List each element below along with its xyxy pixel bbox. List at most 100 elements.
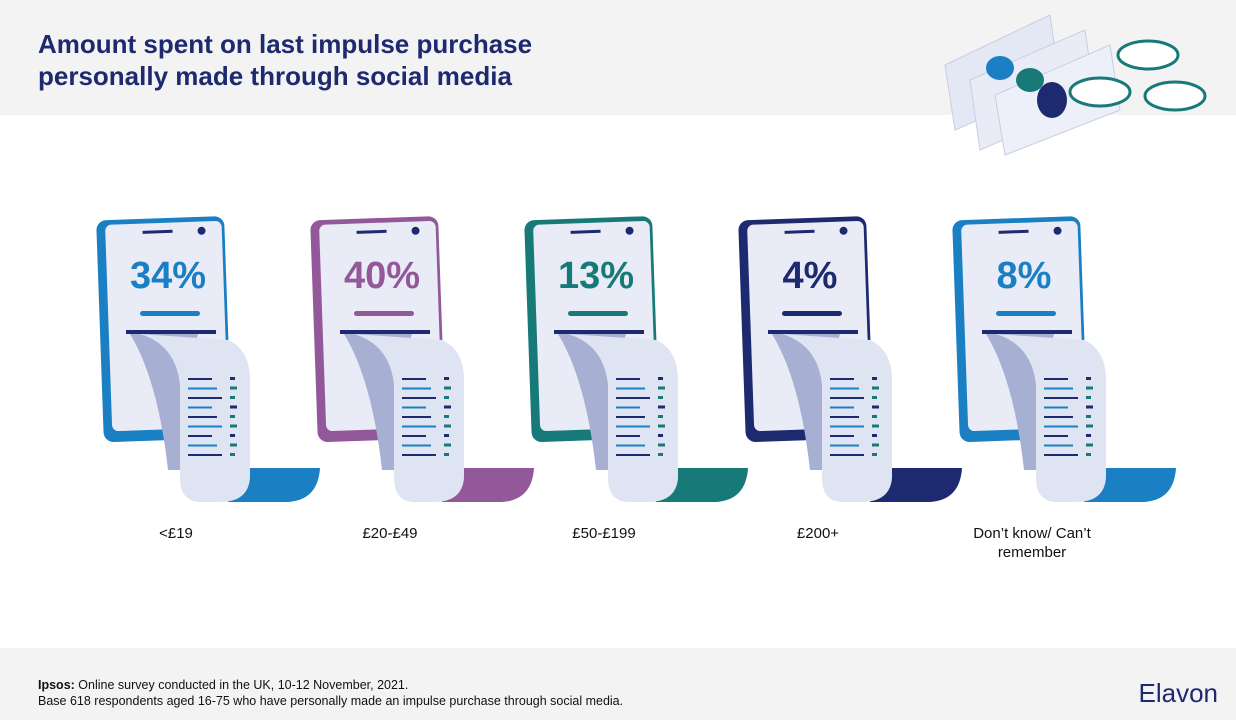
receipt-price: [872, 415, 877, 418]
slot: [126, 330, 216, 334]
receipt-price: [658, 386, 665, 390]
receipt-price: [1086, 434, 1091, 437]
receipt-line: [616, 454, 650, 456]
receipt-line: [830, 435, 854, 437]
underline: [354, 311, 414, 316]
receipt-price: [872, 396, 877, 399]
receipt-line: [402, 378, 426, 380]
footer-band: [0, 648, 1236, 720]
receipt-price: [230, 424, 237, 428]
receipt-price: [658, 396, 663, 399]
receipt-line: [402, 425, 436, 428]
receipt-line: [1044, 444, 1073, 447]
receipt-price: [230, 377, 235, 380]
receipt-line: [616, 378, 640, 380]
underline: [996, 311, 1056, 316]
receipt-price: [1086, 443, 1093, 447]
receipt-price: [872, 453, 877, 456]
category-label: Don’t know/ Can’t remember: [973, 525, 1091, 561]
receipt-price: [872, 405, 879, 409]
receipt-line: [402, 444, 431, 447]
receipt-line: [1044, 378, 1068, 380]
receipt-line: [1044, 406, 1068, 409]
receipt-price: [658, 377, 663, 380]
receipt-line: [402, 397, 436, 399]
category-label: £200+: [796, 525, 840, 542]
receipt-line: [616, 397, 650, 399]
receipt-line: [188, 435, 212, 437]
receipt-price: [230, 396, 235, 399]
receipt-price: [230, 405, 237, 409]
underline: [568, 311, 628, 316]
source-line: Ipsos: Online survey conducted in the UK…: [38, 678, 408, 692]
receipt-line: [1044, 387, 1073, 390]
receipt-line: [188, 406, 212, 409]
receipt-price: [444, 415, 449, 418]
receipt-line: [830, 387, 859, 390]
receipt-price: [658, 434, 663, 437]
receipt-line: [1044, 435, 1068, 437]
value-label: 40%: [344, 255, 420, 297]
receipt-line: [188, 454, 222, 456]
value-label: 13%: [558, 255, 634, 297]
logo: Elavon: [1138, 678, 1219, 708]
underline: [782, 311, 842, 316]
camera: [625, 226, 634, 235]
receipt-price: [444, 405, 451, 409]
category-label: <£19: [159, 525, 193, 542]
receipt-line: [188, 397, 222, 399]
speaker: [570, 229, 601, 234]
base-note: Base 618 respondents aged 16-75 who have…: [38, 694, 624, 708]
underline: [140, 311, 200, 316]
speaker: [784, 229, 815, 234]
chart-title: Amount spent on last impulse purchase pe…: [38, 29, 533, 91]
receipt-line: [830, 454, 864, 456]
receipt-price: [230, 415, 235, 418]
receipt-price: [230, 443, 237, 447]
slot: [554, 330, 644, 334]
receipt-price: [1086, 396, 1091, 399]
receipt-price: [444, 453, 449, 456]
speaker: [356, 229, 387, 234]
value-label: 4%: [783, 255, 838, 297]
receipt-line: [616, 406, 640, 409]
receipt-line: [188, 444, 217, 447]
receipt-price: [444, 424, 451, 428]
receipt-price: [658, 424, 665, 428]
receipt-price: [658, 405, 665, 409]
camera: [197, 226, 206, 235]
receipt-line: [188, 378, 212, 380]
receipt-line: [1044, 454, 1078, 456]
camera: [839, 226, 848, 235]
receipt-line: [402, 435, 426, 437]
category-label: £20-£49: [362, 525, 418, 542]
receipt-price: [872, 443, 879, 447]
receipt-line: [616, 444, 645, 447]
receipt-price: [230, 453, 235, 456]
receipt-price: [444, 434, 449, 437]
receipt-price: [1086, 453, 1091, 456]
receipt-line: [616, 416, 645, 418]
receipt-line: [616, 425, 650, 428]
receipt-price: [1086, 377, 1091, 380]
receipt-price: [444, 377, 449, 380]
receipt-price: [872, 434, 877, 437]
camera: [1053, 226, 1062, 235]
receipt-line: [188, 387, 217, 390]
receipt-line: [830, 425, 864, 428]
slot: [340, 330, 430, 334]
receipt-price: [658, 415, 663, 418]
receipt-line: [616, 387, 645, 390]
receipt-price: [1086, 424, 1093, 428]
receipt-line: [1044, 397, 1078, 399]
slot: [982, 330, 1072, 334]
slot: [768, 330, 858, 334]
receipt-price: [444, 443, 451, 447]
camera: [411, 226, 420, 235]
receipt-line: [830, 378, 854, 380]
receipt-price: [444, 386, 451, 390]
receipt-price: [1086, 405, 1093, 409]
receipt-price: [1086, 415, 1091, 418]
